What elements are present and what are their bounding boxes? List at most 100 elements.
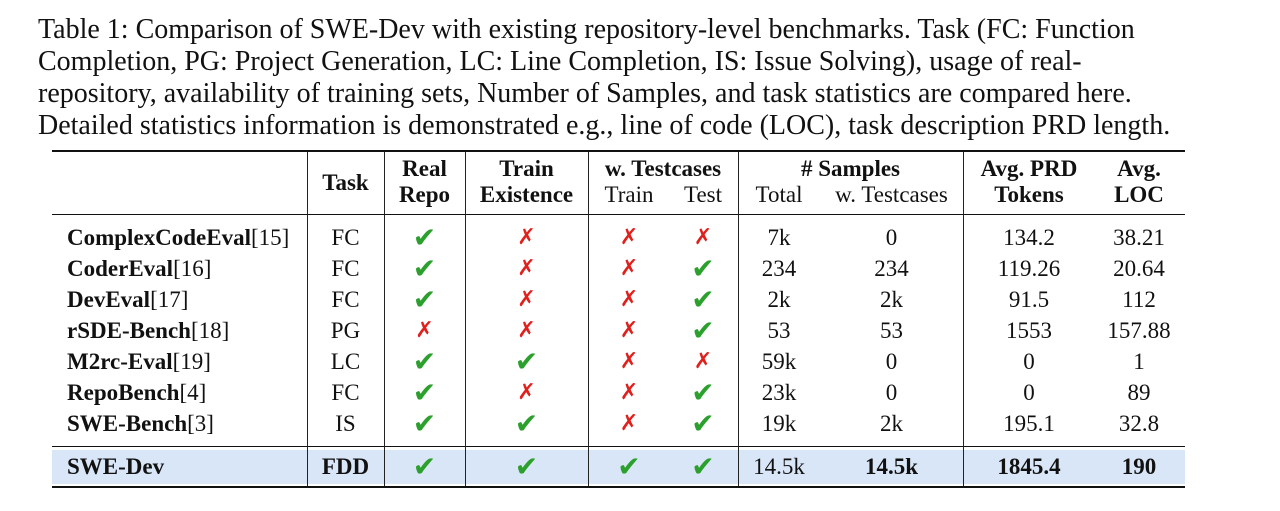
citation-ref: [16] (173, 256, 212, 281)
testcases-train-cross-icon: ✗ (619, 349, 639, 374)
column-divider (465, 152, 467, 486)
benchmark-name: ComplexCodeEval[15] (67, 225, 290, 250)
real-repo-check-icon: ✔ (412, 345, 437, 378)
avg-prd-tokens: 195.1 (1003, 411, 1055, 436)
real-repo-check-icon: ✔ (412, 376, 437, 409)
task-type: IS (335, 411, 356, 436)
testcases-train-cross-icon: ✗ (619, 287, 639, 312)
task-type: FC (331, 256, 360, 281)
benchmark-name: rSDE-Bench[18] (67, 318, 230, 343)
column-divider (384, 152, 386, 486)
table-caption: Table 1: Comparison of SWE-Dev with exis… (38, 14, 1218, 142)
avg-loc: 157.88 (1107, 318, 1171, 343)
top-rule (52, 150, 1185, 152)
column-divider (963, 152, 965, 486)
header-samples-testcases: w. Testcases (835, 182, 948, 207)
benchmark-name: M2rc-Eval[19] (67, 349, 211, 374)
testcases-train-cross-icon: ✗ (619, 411, 639, 436)
citation-ref: [4] (179, 380, 207, 405)
testcases-test-cross-icon: ✗ (693, 349, 713, 374)
testcases-test-check-icon: ✔ (691, 252, 715, 285)
testcases-test-check-icon: ✔ (691, 450, 715, 483)
citation-ref: [3] (187, 411, 214, 436)
samples-with-testcases: 14.5k (864, 454, 919, 479)
train-existence-cross-icon: ✗ (517, 225, 536, 250)
citation-ref: [15] (251, 225, 290, 250)
column-divider (307, 152, 309, 486)
testcases-train-cross-icon: ✗ (619, 318, 639, 343)
avg-loc: 190 (1121, 454, 1157, 479)
avg-prd-tokens: 1845.4 (997, 454, 1061, 479)
header-samples: # Samples (800, 156, 901, 181)
avg-loc: 20.64 (1113, 256, 1165, 281)
train-existence-check-icon: ✔ (514, 450, 539, 483)
caption-line: Completion, PG: Project Generation, LC: … (38, 46, 1082, 77)
train-existence-check-icon: ✔ (514, 407, 539, 440)
samples-with-testcases: 2k (880, 287, 903, 312)
testcases-test-check-icon: ✔ (691, 407, 715, 440)
train-existence-check-icon: ✔ (514, 345, 539, 378)
testcases-test-check-icon: ✔ (691, 314, 715, 347)
real-repo-check-icon: ✔ (412, 283, 437, 316)
header-loc-line1: Avg. (1117, 156, 1161, 181)
avg-loc: 38.21 (1113, 225, 1165, 250)
caption-line: Detailed statistics information is demon… (38, 110, 1171, 141)
task-type: FC (331, 225, 360, 250)
header-real-repo-line1: Real (402, 156, 447, 181)
samples-total: 2k (767, 287, 791, 312)
benchmark-name: SWE-Bench[3] (67, 411, 214, 436)
header-samples-total: Total (755, 182, 803, 207)
citation-ref: [18] (190, 318, 230, 343)
task-type: FDD (321, 454, 370, 479)
header-loc-line2: LOC (1114, 182, 1164, 207)
real-repo-check-icon: ✔ (412, 407, 437, 440)
samples-total: 23k (761, 380, 797, 405)
citation-ref: [17] (150, 287, 189, 312)
bottom-rule (52, 486, 1185, 488)
citation-ref: [19] (172, 349, 211, 374)
avg-loc: 89 (1127, 380, 1151, 405)
task-type: FC (331, 380, 360, 405)
header-rule (52, 214, 1185, 216)
benchmark-name: CoderEval[16] (67, 256, 212, 281)
benchmark-name: SWE-Dev (67, 454, 165, 479)
header-train-line1: Train (499, 156, 554, 181)
testcases-train-cross-icon: ✗ (619, 256, 639, 281)
testcases-test-check-icon: ✔ (691, 376, 715, 409)
samples-total: 53 (767, 318, 791, 343)
avg-loc: 32.8 (1118, 411, 1160, 436)
real-repo-check-icon: ✔ (412, 450, 437, 483)
real-repo-check-icon: ✔ (412, 221, 437, 254)
samples-with-testcases: 234 (874, 256, 909, 281)
testcases-train-cross-icon: ✗ (619, 380, 639, 405)
benchmark-name: DevEval[17] (67, 287, 189, 312)
header-testcases-train: Train (604, 182, 654, 207)
testcases-train-cross-icon: ✗ (619, 225, 639, 250)
samples-total: 59k (761, 349, 797, 374)
task-type: LC (330, 349, 361, 374)
header-task: Task (322, 170, 369, 195)
header-prd-line1: Avg. PRD (980, 156, 1078, 181)
samples-total: 19k (761, 411, 797, 436)
train-existence-cross-icon: ✗ (517, 380, 536, 405)
testcases-test-check-icon: ✔ (691, 283, 715, 316)
task-type: PG (330, 318, 361, 343)
samples-total: 7k (767, 225, 791, 250)
avg-prd-tokens: 119.26 (997, 256, 1061, 281)
avg-prd-tokens: 91.5 (1008, 287, 1050, 312)
samples-with-testcases: 0 (885, 349, 898, 374)
column-divider (738, 152, 740, 486)
avg-prd-tokens: 134.2 (1003, 225, 1055, 250)
testcases-test-cross-icon: ✗ (693, 225, 713, 250)
testcases-train-check-icon: ✔ (617, 450, 641, 483)
caption-line: Table 1: Comparison of SWE-Dev with exis… (38, 14, 1135, 45)
header-train-line2: Existence (479, 182, 574, 207)
task-type: FC (331, 287, 360, 312)
real-repo-cross-icon: ✗ (415, 318, 434, 343)
header-real-repo-line2: Repo (398, 182, 451, 207)
avg-prd-tokens: 1553 (1006, 318, 1052, 343)
samples-with-testcases: 53 (880, 318, 903, 343)
header-testcases: w. Testcases (604, 156, 722, 181)
caption-line: repository, availability of training set… (38, 78, 1132, 109)
benchmark-name: RepoBench[4] (67, 380, 207, 405)
